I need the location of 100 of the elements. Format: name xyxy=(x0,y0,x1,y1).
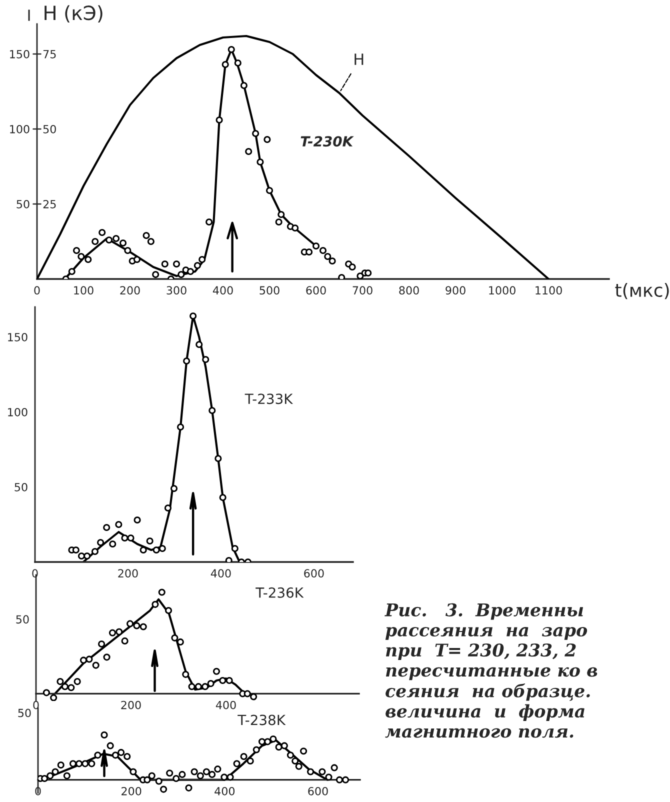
point xyxy=(46,772,54,780)
y-tick-label: 150 xyxy=(10,50,30,58)
x-tick-label: 1100 xyxy=(536,286,562,295)
point xyxy=(342,776,350,784)
point xyxy=(69,760,77,768)
x-tick-label: 100 xyxy=(74,286,94,295)
x-tick-label: 500 xyxy=(260,286,280,295)
point xyxy=(147,238,154,246)
point xyxy=(84,256,92,264)
y-tick-label: 50 xyxy=(14,482,28,492)
x-tick-label: 800 xyxy=(399,286,419,295)
point xyxy=(106,742,114,750)
point xyxy=(92,662,100,669)
point xyxy=(225,556,232,562)
point xyxy=(240,82,248,90)
point xyxy=(270,735,277,743)
y-tick-label: 50 xyxy=(16,200,30,208)
point xyxy=(244,690,251,698)
annotation: T-236K xyxy=(256,587,304,598)
x-tick-label: 200 xyxy=(122,786,142,796)
point xyxy=(318,768,326,776)
point xyxy=(92,238,99,246)
annotation: T-230K xyxy=(300,136,354,147)
point xyxy=(166,770,174,777)
x-tick-label: 0 xyxy=(32,569,38,578)
x-tick-label: 200 xyxy=(120,286,140,295)
point xyxy=(292,224,299,232)
point xyxy=(208,406,216,414)
point xyxy=(98,640,106,648)
x-tick-label: 600 xyxy=(304,569,324,578)
point xyxy=(171,634,178,642)
point xyxy=(194,683,202,690)
point xyxy=(115,520,122,528)
point xyxy=(127,534,134,542)
point xyxy=(356,272,364,279)
point xyxy=(348,263,356,271)
point xyxy=(74,678,81,686)
point xyxy=(176,638,184,646)
point xyxy=(158,588,166,596)
point xyxy=(88,760,96,768)
point xyxy=(52,768,59,776)
point xyxy=(226,774,234,781)
text: T-238K xyxy=(238,714,286,726)
point xyxy=(80,656,88,664)
point xyxy=(220,774,228,781)
x-tick-label: 900 xyxy=(446,286,466,295)
point xyxy=(325,774,332,781)
point xyxy=(256,158,264,166)
point xyxy=(245,148,252,156)
point xyxy=(319,246,327,254)
point xyxy=(103,524,110,532)
point xyxy=(155,778,162,785)
point xyxy=(144,776,151,784)
point xyxy=(226,676,233,684)
annotation: T-233K xyxy=(244,394,294,404)
point xyxy=(91,548,99,556)
x-tick-label: 700 xyxy=(352,286,372,295)
point xyxy=(183,357,190,365)
point xyxy=(133,256,141,264)
point xyxy=(78,252,85,260)
point xyxy=(140,623,147,630)
point xyxy=(280,742,288,750)
point xyxy=(103,654,110,661)
point xyxy=(208,770,216,778)
point xyxy=(206,218,213,226)
point xyxy=(56,678,64,686)
x-tick-label: 1000 xyxy=(489,286,516,295)
point xyxy=(57,761,64,769)
x-tick-label: 300 xyxy=(166,286,186,295)
point xyxy=(160,786,168,793)
point xyxy=(152,600,159,608)
point xyxy=(292,757,299,765)
point xyxy=(178,270,185,278)
point xyxy=(312,242,320,250)
point xyxy=(121,534,128,542)
point xyxy=(336,776,344,784)
point xyxy=(228,46,235,54)
point xyxy=(148,772,156,780)
point xyxy=(207,680,214,688)
point xyxy=(216,116,223,124)
y-tick-label: 100 xyxy=(8,408,28,416)
x-tick-label: 0 xyxy=(34,286,40,295)
point xyxy=(108,629,116,636)
x-tick-label: 200 xyxy=(121,700,141,710)
point xyxy=(300,748,308,755)
point xyxy=(142,232,150,240)
point xyxy=(252,746,260,754)
point xyxy=(185,784,192,792)
point xyxy=(190,312,197,320)
point xyxy=(134,516,141,524)
point xyxy=(112,234,120,242)
point xyxy=(176,423,184,431)
point xyxy=(275,218,282,226)
point xyxy=(306,768,314,776)
point xyxy=(364,269,372,277)
point xyxy=(94,752,102,759)
point xyxy=(172,260,180,268)
y2-tick-label: 25 xyxy=(43,200,56,208)
point xyxy=(78,552,86,560)
point xyxy=(72,246,80,254)
